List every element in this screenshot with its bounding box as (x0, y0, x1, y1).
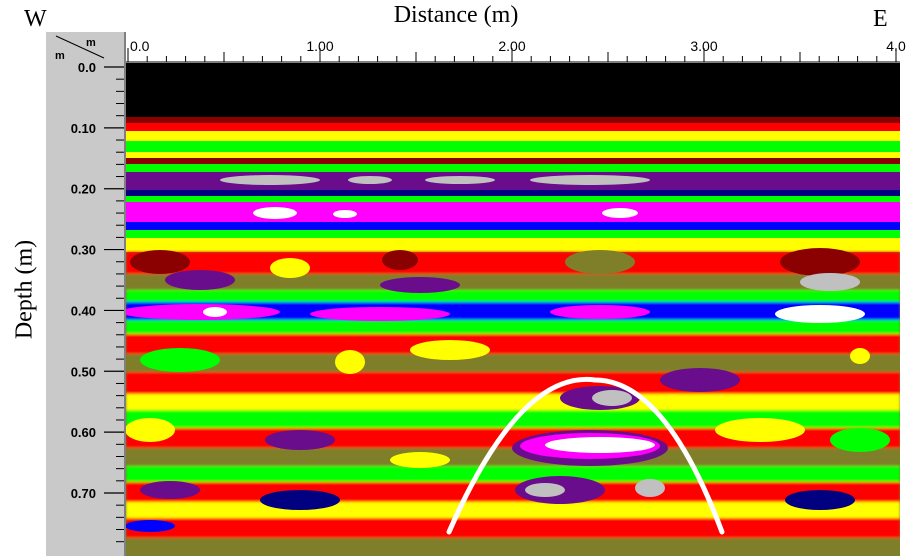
y-tick-label: 0.70 (71, 486, 96, 501)
distance-ruler (126, 32, 900, 62)
depth-ruler (46, 32, 124, 556)
x-tick-label: 4.0 (886, 38, 906, 54)
east-label: E (873, 6, 888, 32)
y-tick-label: 0.10 (71, 121, 96, 136)
x-axis-title: Distance (m) (393, 2, 519, 28)
plot-area (126, 63, 900, 556)
y-tick-label: 0.20 (71, 182, 96, 197)
corner-unit-left: m (55, 50, 65, 62)
x-axis-ticks: 0.0 1.00 2.00 3.00 4.0 (127, 38, 906, 62)
hyperbola-annotation (446, 376, 725, 535)
west-label: W (24, 6, 47, 32)
target-reflection (512, 386, 668, 504)
y-tick-label: 0.60 (71, 425, 96, 440)
x-tick-label: 0.0 (130, 38, 150, 54)
x-tick-label: 3.00 (690, 38, 717, 54)
y-tick-label: 0.30 (71, 243, 96, 258)
y-axis-ticks: 0.0 0.10 0.20 0.30 0.40 0.50 0.60 0.70 (71, 60, 124, 543)
y-tick-label: 0.50 (71, 364, 96, 379)
clutter-layers (126, 252, 900, 556)
x-tick-label: 1.00 (306, 38, 333, 54)
x-tick-label: 2.00 (498, 38, 525, 54)
y-tick-label: 0.0 (78, 60, 96, 75)
blobs (126, 248, 890, 532)
y-tick-label: 0.40 (71, 303, 96, 318)
corner-unit-top: m (86, 37, 96, 49)
corner-units: m m (55, 35, 105, 62)
